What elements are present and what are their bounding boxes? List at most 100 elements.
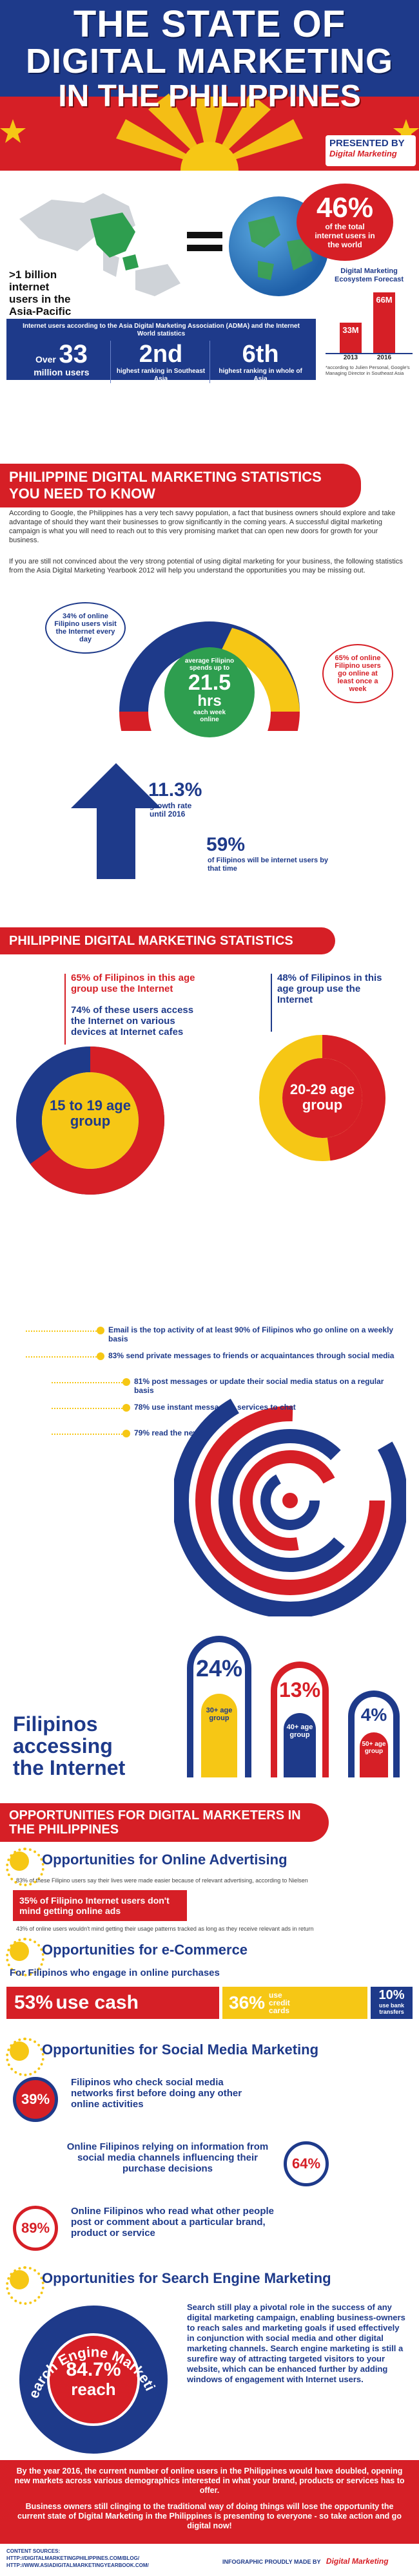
stat-rank-asia-caption: highest ranking in whole of Asia — [219, 368, 302, 383]
stat-rank-asia-value: 6th — [242, 341, 279, 368]
big-pct-caption: of the total internet users in the world — [315, 222, 375, 249]
avg-caption: each week online — [193, 709, 226, 723]
source-link-2[interactable]: HTTP://WWW.ASIADIGITALMARKETINGYEARBOOK.… — [6, 2562, 149, 2568]
social-title: Opportunities for Social Media Marketing — [42, 2041, 319, 2058]
right-point-1: 48% of Filipinos in this age group use t… — [277, 972, 382, 1005]
brand-logo[interactable]: Digital Marketing — [326, 2557, 389, 2566]
left-age-label: 15 to 19 age group — [50, 1097, 131, 1129]
age-bar-30: 24% 30+ age group — [187, 1636, 251, 1777]
forecast-year-label: 2016 — [376, 354, 392, 361]
ecommerce-title: Opportunities for e-Commerce — [42, 1942, 248, 1958]
right-callout-line — [271, 974, 272, 1032]
pay-cash-label: use cash — [55, 1992, 139, 2013]
sun-rays-graphic — [0, 93, 419, 171]
social-item: 89% Online Filipinos who read what other… — [13, 2202, 406, 2254]
forecast-title: Digital Marketing Ecosystem Forecast — [335, 267, 404, 283]
big-pct-bubble: 46% of the total internet users in the w… — [297, 184, 393, 261]
stats-section-title: PHILIPPINE DIGITAL MARKETING STATISTICS … — [0, 464, 361, 507]
avg-label: average Filipino spends up to — [184, 658, 235, 672]
age-bar-40-pct: 13% — [278, 1678, 321, 1701]
pay-cash: 53% use cash — [6, 1987, 219, 2019]
age-section: PHILIPPINE DIGITAL MARKETING STATISTICS … — [0, 927, 419, 1314]
stat-rank-asia: 6th highest ranking in whole of Asia — [211, 341, 309, 383]
accessing-title: Filipinos accessing the Internet — [13, 1713, 180, 1779]
growth-pct: 11.3% — [148, 779, 202, 800]
age-bar-50-label: 50+ age group — [362, 1741, 386, 1755]
activities-section: Email is the top activity of at least 90… — [0, 1314, 419, 1623]
sem-reach: reach — [71, 2380, 116, 2399]
pay-credit: 36% use credit cards — [222, 1987, 367, 2019]
asia-map-graphic — [19, 193, 180, 296]
stats-strip-header: Internet users according to the Asia Dig… — [23, 323, 300, 337]
sem-pct: 84.7% — [66, 2359, 121, 2380]
pay-cash-pct: 53% — [14, 1992, 54, 2013]
right-age-donut — [259, 1035, 385, 1161]
social-pct-badge: 39% — [13, 2077, 58, 2122]
social-item: 39% Filipinos who check social media net… — [13, 2074, 406, 2125]
forecast-years: 2013 2016 — [326, 354, 413, 363]
avg-hours-value: 21.5 — [188, 670, 231, 695]
stats-para-2: If you are still not convinced about the… — [9, 558, 403, 574]
activities-spiral-graphic — [174, 1385, 406, 1616]
pay-bank: 10% use bank transfers — [371, 1987, 413, 2019]
big-pct-value: 46% — [316, 192, 374, 223]
sun-icon — [6, 1938, 44, 1976]
stat-rank-sea: 2nd highest ranking in Southeast Asia — [112, 341, 210, 383]
payment-strip: 53% use cash 36% use credit cards 10% us… — [6, 1987, 413, 2019]
pay-bank-label: use bank transfers — [378, 2002, 404, 2015]
ecommerce-sub: For Filipinos who engage in online purch… — [10, 1967, 220, 1978]
stat-users-prefix: Over — [35, 354, 56, 365]
sun-icon — [6, 2266, 44, 2305]
forecast-chart: Digital Marketing Ecosystem Forecast 33M… — [326, 267, 413, 377]
activity-text: 83% send private messages to friends or … — [108, 1351, 395, 1360]
age-bar-30-label: 30+ age group — [206, 1707, 233, 1722]
title-line-1: THE STATE OF — [73, 3, 346, 45]
adv-note-2: 43% of online users wouldn't mind gettin… — [16, 1926, 314, 1932]
forecast-bar-label: 33M — [342, 325, 359, 335]
social-pct-badge: 89% — [13, 2206, 58, 2251]
made-by-label: INFOGRAPHIC PROUDLY MADE BY — [222, 2559, 321, 2565]
age-bar-40-label: 40+ age group — [286, 1723, 313, 1739]
stat-users-caption: million users — [34, 367, 90, 377]
header: THE STATE OF DIGITAL MARKETING IN THE PH… — [0, 0, 419, 171]
pay-credit-label: use credit cards — [269, 1991, 290, 2015]
footer-banner: By the year 2016, the current number of … — [0, 2460, 419, 2544]
forecast-note: *according to Julien Personal, Google's … — [326, 365, 410, 376]
sources: CONTENT SOURCES: HTTP://DIGITALMARKETING… — [6, 2548, 213, 2569]
daily-users-callout: 34% of online Filipino users visit the I… — [45, 602, 126, 654]
advertising-title: Opportunities for Online Advertising — [42, 1852, 287, 1868]
users-pct: 59% — [206, 834, 246, 855]
forecast-bar: 33M — [340, 322, 362, 353]
age-section-title: PHILIPPINE DIGITAL MARKETING STATISTICS — [0, 927, 335, 954]
activity-text: 81% post messages or update their social… — [134, 1377, 384, 1395]
stat-users: Over 33 million users — [13, 341, 111, 383]
age-bar-50-pct: 4% — [360, 1705, 387, 1725]
right-age-label: 20-29 age group — [289, 1081, 355, 1113]
left-callout-line — [64, 974, 66, 1045]
social-text: Online Filipinos who read what other peo… — [71, 2206, 275, 2239]
sem-title: Opportunities for Search Engine Marketin… — [42, 2270, 331, 2286]
age-bar-30-pct: 24% — [195, 1655, 243, 1681]
presented-by-box: PRESENTED BY Digital Marketing — [326, 135, 416, 166]
sources-label: CONTENT SOURCES: — [6, 2548, 61, 2554]
forecast-bar: 66M — [373, 292, 395, 353]
opportunities-section: OPPORTUNITIES FOR DIGITAL MARKETERS IN T… — [0, 1803, 419, 2460]
source-link-1[interactable]: HTTP://DIGITALMARKETINGPHILIPPINES.COM/B… — [6, 2555, 140, 2561]
adv-note-1: 83% of these Filipino users say their li… — [16, 1877, 308, 1884]
pay-bank-pct: 10% — [378, 1988, 405, 2002]
growth-arrow-icon — [71, 763, 161, 879]
footer-para-1: By the year 2016, the current number of … — [14, 2467, 405, 2495]
forecast-year-label: 2013 — [343, 354, 358, 361]
social-text: Filipinos who check social media network… — [71, 2077, 242, 2110]
age-bar-50: 4% 50+ age group — [348, 1690, 400, 1777]
growth-caption: growth rate until 2016 — [150, 801, 192, 819]
opportunities-title: OPPORTUNITIES FOR DIGITAL MARKETERS IN T… — [0, 1803, 329, 1842]
sun-icon — [6, 1848, 44, 1886]
made-by: INFOGRAPHIC PROUDLY MADE BY Digital Mark… — [222, 2557, 416, 2566]
forecast-bars: 33M 66M — [326, 287, 413, 354]
stats-strip: Internet users according to the Asia Dig… — [6, 319, 316, 383]
adv-box: 35% of Filipino Internet users don't min… — [13, 1890, 187, 1921]
presenter-logo[interactable]: Digital Marketing — [329, 149, 397, 158]
left-point-2: 74% of these users access the Internet o… — [71, 1005, 194, 1037]
weekly-users-callout: 65% of online Filipino users go online a… — [322, 644, 393, 703]
